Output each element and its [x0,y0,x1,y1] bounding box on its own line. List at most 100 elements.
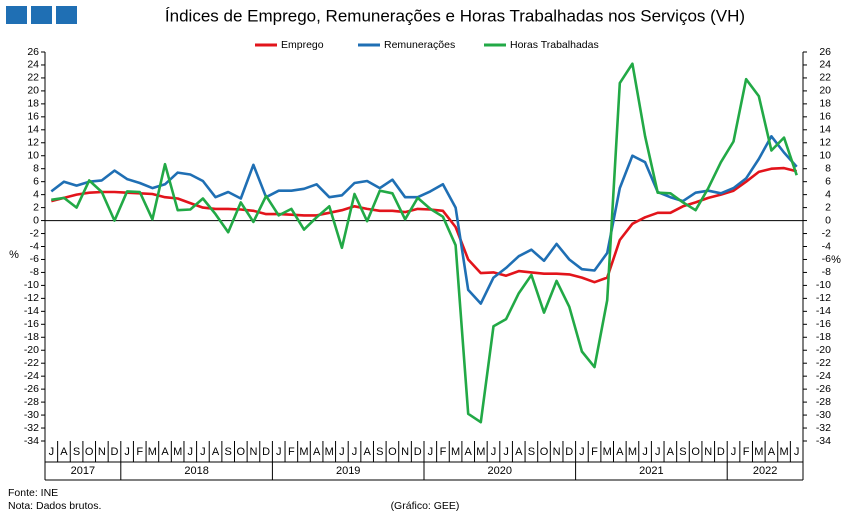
x-tick-label: F [288,446,295,458]
x-tick-label: M [325,446,334,458]
x-tick-label: J [188,446,194,458]
x-tick-label: M [451,446,460,458]
series-line [50,135,798,305]
y-tick-label: 12 [27,137,39,149]
x-tick-label: S [679,446,686,458]
y2-tick-label: -20 [816,344,831,356]
chart-title: Índices de Emprego, Remunerações e Horas… [165,6,745,25]
x-tick-label: D [717,446,725,458]
x-tick-label: D [565,446,573,458]
x-tick-label: J [794,446,800,458]
y-tick-label: -8 [30,266,39,278]
x-tick-label: N [249,446,257,458]
y2-tick-label: -14 [816,305,831,317]
y-tick-label: -24 [24,370,39,382]
y2-tick-label: -10 [816,279,831,291]
y2-tick-label: -30 [816,409,831,421]
x-tick-label: J [579,446,585,458]
x-tick-label: M [779,446,788,458]
y2-tick-label: -2 [822,227,831,239]
y-tick-label: -26 [24,383,39,395]
y-tick-label: 4 [33,188,39,200]
y-tick-label: -34 [24,435,39,447]
legend-label: Remunerações [384,39,455,51]
y2-tick-label: 4 [825,188,831,200]
y-tick-label: -28 [24,396,39,408]
y-tick-label: 0 [33,214,39,226]
y2-tick-label: -6 [822,253,831,265]
x-tick-label: F [743,446,750,458]
legend-label: Emprego [281,39,324,51]
y2-tick-label: -32 [816,422,831,434]
y-tick-label: -12 [24,292,39,304]
year-label: 2022 [753,465,777,477]
x-tick-label: M [476,446,485,458]
x-tick-label: M [173,446,182,458]
x-tick-label: A [60,446,68,458]
x-tick-label: J [276,446,282,458]
year-label: 2018 [184,465,208,477]
x-tick-label: F [591,446,598,458]
y-tick-label: 26 [27,46,39,58]
x-tick-label: J [655,446,661,458]
x-tick-label: N [401,446,409,458]
x-tick-label: M [754,446,763,458]
y2-tick-label: 6 [825,175,831,187]
x-tick-label: J [49,446,55,458]
x-tick-label: O [85,446,94,458]
x-tick-label: D [111,446,119,458]
y-tick-label: 22 [27,72,39,84]
x-tick-label: M [603,446,612,458]
logo-square [56,6,77,24]
y2-tick-label: -22 [816,357,831,369]
x-tick-label: M [148,446,157,458]
x-tick-label: S [528,446,535,458]
y2-tick-label: 10 [819,150,831,162]
y-tick-label: 24 [27,59,39,71]
y-tick-label: -30 [24,409,39,421]
y-tick-label: -14 [24,305,39,317]
x-tick-label: A [161,446,169,458]
y-tick-label: 20 [27,85,39,97]
y-tick-label: -2 [30,227,39,239]
y2-tick-label: 14 [819,124,831,136]
y2-tick-label: 24 [819,59,831,71]
x-tick-label: A [667,446,675,458]
y-tick-label: -6 [30,253,39,265]
x-tick-label: S [73,446,80,458]
x-tick-label: O [540,446,549,458]
y2-tick-label: 26 [819,46,831,58]
x-tick-label: O [237,446,246,458]
x-tick-label: F [440,446,447,458]
x-tick-label: N [98,446,106,458]
y-tick-label: -20 [24,344,39,356]
x-tick-label: J [503,446,509,458]
y2-tick-label: -8 [822,266,831,278]
x-tick-label: A [515,446,523,458]
series-line [51,62,798,424]
y2-tick-label: -4 [822,240,831,252]
y-axis-label: % [9,249,19,261]
x-tick-label: S [225,446,232,458]
y2-tick-label: -12 [816,292,831,304]
x-tick-label: N [704,446,712,458]
x-tick-label: J [200,446,206,458]
y2-tick-label: -26 [816,383,831,395]
y-tick-label: -16 [24,318,39,330]
y2-axis-label: % [831,254,841,266]
x-tick-label: A [313,446,321,458]
x-tick-label: J [642,446,648,458]
y-tick-label: 2 [33,201,39,213]
y2-tick-label: 22 [819,72,831,84]
note: Nota: Dados brutos. [8,500,101,512]
x-tick-label: A [363,446,371,458]
x-tick-label: M [299,446,308,458]
x-tick-label: D [262,446,270,458]
year-label: 2021 [639,465,663,477]
x-tick-label: M [628,446,637,458]
y2-tick-label: 2 [825,201,831,213]
y-tick-label: -4 [30,240,39,252]
x-tick-label: J [124,446,130,458]
logo-square [31,6,52,24]
